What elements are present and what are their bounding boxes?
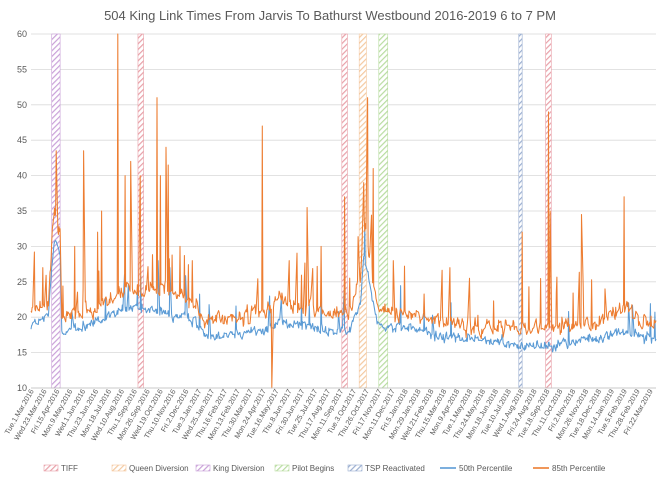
y-tick-label: 55 (17, 64, 27, 74)
legend-item-tiff: TIFF (43, 464, 78, 473)
y-tick-label: 60 (17, 29, 27, 39)
legend-label: Pilot Begins (292, 464, 334, 473)
event-band-pilot-begins (378, 33, 389, 389)
legend-swatch (274, 464, 290, 472)
legend-swatch (43, 464, 59, 472)
legend-item-king-diversion: King Diversion (195, 464, 265, 473)
legend-label: TIFF (61, 464, 78, 473)
legend-swatch (195, 464, 211, 472)
series-line-85th-percentile (30, 33, 657, 389)
y-tick-label: 50 (17, 100, 27, 110)
y-tick-label: 45 (17, 135, 27, 145)
y-tick-label: 25 (17, 277, 27, 287)
legend-item-50th-percentile: 50th Percentile (440, 464, 513, 473)
axes: 1015202530354045505560Tue.1.Mar.2016Wed.… (3, 29, 656, 443)
y-tick-label: 10 (17, 383, 27, 393)
y-tick-label: 20 (17, 312, 27, 322)
legend-label: 50th Percentile (459, 464, 513, 473)
legend-swatch (111, 464, 127, 472)
y-tick-label: 30 (17, 241, 27, 251)
legend-swatch (347, 464, 363, 472)
data-series (30, 33, 657, 389)
chart-title: 504 King Link Times From Jarvis To Bathu… (104, 8, 556, 23)
legend: TIFF Queen Diversion King Diversion Pilot B… (43, 464, 606, 473)
legend-label: 85th Percentile (552, 464, 606, 473)
legend-label: TSP Reactivated (365, 464, 425, 473)
legend-label: Queen Diversion (129, 464, 189, 473)
y-tick-label: 40 (17, 171, 27, 181)
y-tick-label: 35 (17, 206, 27, 216)
legend-item-85th-percentile: 85th Percentile (533, 464, 606, 473)
y-tick-label: 15 (17, 348, 27, 358)
event-band-tsp-reactivated (518, 33, 523, 389)
legend-item-pilot-begins: Pilot Begins (274, 464, 334, 473)
legend-item-queen-diversion: Queen Diversion (111, 464, 189, 473)
legend-item-tsp-reactivated: TSP Reactivated (347, 464, 425, 473)
legend-label: King Diversion (213, 464, 265, 473)
